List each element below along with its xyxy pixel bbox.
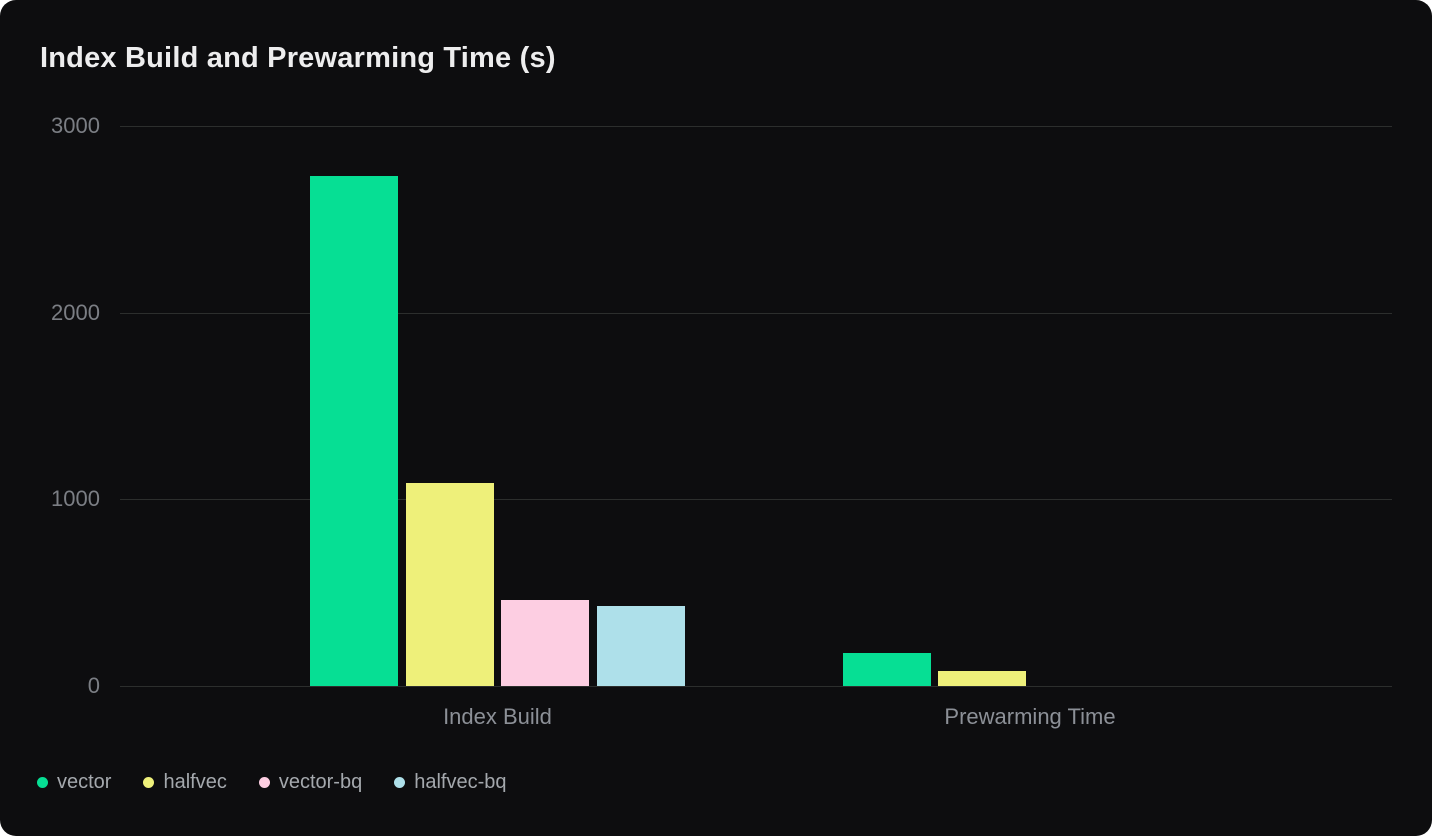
chart-title: Index Build and Prewarming Time (s) bbox=[40, 42, 556, 74]
legend-label: halfvec-bq bbox=[414, 771, 507, 793]
bar-vector-index-build[interactable] bbox=[310, 176, 399, 686]
legend-dot-icon bbox=[258, 776, 270, 788]
legend-label: halfvec bbox=[163, 771, 227, 793]
gridline-y-0 bbox=[120, 686, 1392, 687]
legend-label: vector-bq bbox=[278, 771, 363, 793]
x-category-label-index-build: Index Build bbox=[443, 704, 552, 729]
gridline-y-2000 bbox=[120, 312, 1392, 314]
bar-halfvec-bq-index-build[interactable] bbox=[596, 605, 685, 686]
legend-item-halfvec[interactable]: halfvec bbox=[143, 769, 227, 795]
y-tick-label-0: 0 bbox=[87, 673, 100, 698]
legend-item-halfvec-bq[interactable]: halfvec-bq bbox=[394, 769, 507, 795]
bar-halfvec-index-build[interactable] bbox=[405, 483, 494, 686]
legend-dot-icon bbox=[37, 776, 48, 788]
gridline-y-1000 bbox=[120, 499, 1392, 501]
legend: vector halfvec vector-bq halfvec-bq bbox=[37, 769, 507, 795]
bar-vector-bq-index-build[interactable] bbox=[501, 600, 590, 686]
gridline-y-3000 bbox=[120, 126, 1392, 127]
y-tick-label-3000: 3000 bbox=[51, 113, 100, 138]
legend-label: vector bbox=[57, 771, 112, 793]
y-tick-label-1000: 1000 bbox=[51, 486, 100, 512]
y-tick-label-2000: 2000 bbox=[51, 299, 100, 325]
legend-item-vector[interactable]: vector bbox=[37, 769, 111, 795]
legend-dot-icon bbox=[394, 776, 406, 788]
bar-halfvec-prewarming-time[interactable] bbox=[938, 671, 1027, 686]
legend-item-vector-bq[interactable]: vector-bq bbox=[258, 769, 363, 795]
x-category-label-prewarming-time: Prewarming Time bbox=[944, 704, 1116, 729]
bar-vector-prewarming-time[interactable] bbox=[842, 653, 931, 686]
legend-dot-icon bbox=[143, 776, 155, 788]
